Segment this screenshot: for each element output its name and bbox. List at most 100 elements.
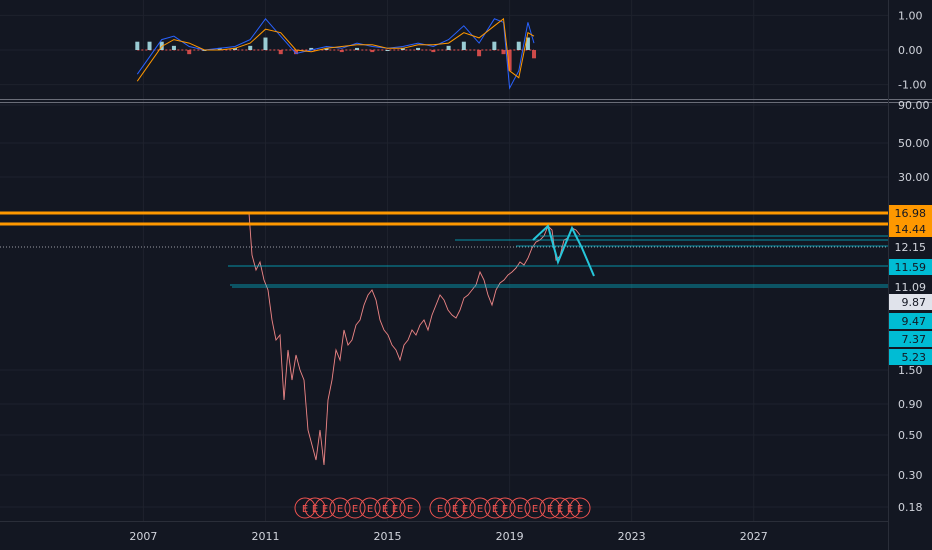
earnings-marker-label: E (532, 504, 538, 515)
osc-histogram-bar (492, 41, 497, 50)
x-tick-label: 2007 (129, 530, 157, 543)
price-tag-bg-5 (889, 294, 932, 310)
price-tag-bg-7 (889, 331, 932, 347)
earnings-marker-label: E (407, 504, 413, 515)
earnings-marker-circle[interactable] (359, 497, 381, 519)
earnings-marker-circle[interactable] (494, 497, 516, 519)
x-tick-label: 2023 (618, 530, 646, 543)
price-tag-bg-8 (889, 349, 932, 365)
oscillator-panel[interactable] (135, 17, 537, 90)
osc-histogram-bar (294, 50, 298, 55)
osc-histogram-bar (232, 47, 237, 50)
osc-histogram-bar (370, 50, 375, 53)
osc-histogram-bar (355, 47, 360, 50)
osc-histogram-bar (135, 41, 140, 50)
earnings-marker-circle[interactable] (429, 497, 451, 519)
x-tick-label: 2015 (374, 530, 402, 543)
earnings-marker-label: E (437, 504, 443, 515)
earnings-marker-label: E (517, 504, 523, 515)
earnings-marker-circle[interactable] (344, 497, 366, 519)
price-y-tick-label: 30.00 (898, 171, 930, 184)
price-panel[interactable] (0, 211, 888, 466)
osc-histogram-bar (324, 47, 329, 50)
osc-histogram-bar (159, 41, 164, 50)
earnings-marker-circle[interactable] (484, 497, 506, 519)
osc-histogram-bar (339, 50, 344, 53)
price-axis[interactable]: 1.00 0.00 -1.00 90.00 50.00 30.00 1.50 0.90 0.50… (898, 9, 930, 514)
earnings-marker-circle[interactable] (384, 497, 406, 519)
earnings-marker-circle[interactable] (569, 497, 591, 519)
earnings-marker-circle[interactable] (329, 497, 351, 519)
earnings-marker-circle[interactable] (469, 497, 491, 519)
osc-histogram-bar (516, 41, 521, 50)
earnings-marker-label: E (502, 504, 508, 515)
price-tag-label: 7.37 (902, 333, 927, 346)
earnings-marker-label: E (392, 504, 398, 515)
osc-histogram-bar (446, 45, 451, 50)
osc-histogram-bar (263, 37, 268, 50)
osc-histogram-bar (477, 50, 482, 57)
x-tick-label: 2011 (251, 530, 279, 543)
earnings-marker-circle[interactable] (454, 497, 476, 519)
earnings-marker-label: E (477, 504, 483, 515)
price-series-line-overlay (248, 212, 581, 466)
earnings-marker-circle[interactable] (314, 497, 336, 519)
price-tag-label: 16.98 (895, 207, 927, 220)
price-tag-label: 9.47 (902, 315, 927, 328)
earnings-marker-circle[interactable] (559, 497, 581, 519)
earnings-marker-label: E (352, 504, 358, 515)
price-tag-label: 11.09 (895, 281, 927, 294)
osc-histogram-bar (278, 50, 283, 55)
osc-histogram-bar (400, 47, 405, 50)
osc-histogram-bar (217, 47, 222, 50)
osc-histogram-bar (431, 50, 436, 53)
price-y-tick-label: 90.00 (898, 99, 930, 112)
osc-y-tick-label: -1.00 (898, 79, 926, 92)
osc-histogram-bar (461, 41, 466, 50)
osc-histogram-bar (501, 50, 506, 55)
earnings-marker-label: E (462, 504, 468, 515)
price-y-tick-label: 0.30 (898, 469, 923, 482)
price-y-tick-label: 0.90 (898, 398, 923, 411)
osc-histogram-bar (507, 50, 512, 71)
earnings-marker-label: E (367, 504, 373, 515)
double-top-drawing[interactable] (532, 224, 595, 277)
osc-histogram-bar (309, 47, 314, 50)
price-tag-bg-4 (889, 279, 932, 295)
earnings-marker-circle[interactable] (304, 497, 326, 519)
earnings-marker-circle[interactable] (524, 497, 546, 519)
price-y-tick-label: 0.50 (898, 429, 923, 442)
price-y-tick-label: 50.00 (898, 137, 930, 150)
price-tag-label: 14.44 (895, 223, 927, 236)
earnings-marker-circle[interactable] (509, 497, 531, 519)
x-tick-label: 2019 (496, 530, 524, 543)
osc-histogram-bar (147, 41, 152, 50)
time-axis[interactable]: 2007 2011 2015 2019 2023 2027 (129, 530, 767, 543)
price-tag-bg-1 (889, 221, 932, 237)
osc-histogram-bar (385, 50, 390, 51)
osc-histogram-bar (187, 50, 192, 55)
earnings-marker-circle[interactable] (374, 497, 396, 519)
price-tag-label: 12.15 (895, 241, 927, 254)
price-tag-label: 5.23 (902, 351, 927, 364)
price-y-tick-label: 1.50 (898, 364, 923, 377)
osc-y-tick-label: 0.00 (898, 44, 923, 57)
price-tags: 16.98 14.44 12.15 11.59 11.09 9.87 9.47 7.37 5.2… (889, 205, 932, 365)
price-tag-bg-6 (889, 313, 932, 329)
price-tag-label: 9.87 (902, 296, 927, 309)
earnings-marker-circle[interactable] (444, 497, 466, 519)
x-tick-label: 2027 (740, 530, 768, 543)
osc-histogram-bar (248, 45, 253, 50)
price-tag-bg-0 (889, 205, 932, 221)
price-tag-bg-2 (889, 239, 932, 255)
grid (0, 0, 888, 521)
osc-histogram-bar (171, 45, 176, 50)
earnings-marker-circle[interactable] (399, 497, 421, 519)
osc-histogram-bar (416, 47, 421, 50)
earnings-marker-label: E (337, 504, 343, 515)
osc-histogram-bar (525, 37, 530, 50)
osc-histogram-bar (532, 50, 537, 59)
osc-series-line-1 (136, 17, 535, 82)
